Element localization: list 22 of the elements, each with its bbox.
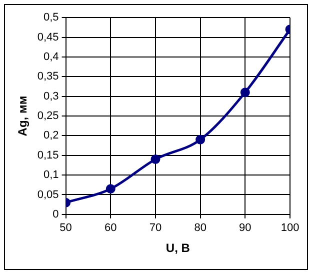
y-tick-label: 0,45 <box>37 31 59 44</box>
y-tick-label: 0,35 <box>37 70 59 83</box>
y-tick-label: 0,05 <box>37 188 59 201</box>
x-tick-label: 80 <box>194 222 206 234</box>
x-tick-label: 100 <box>280 222 300 234</box>
point <box>240 88 250 98</box>
point <box>196 134 206 144</box>
y-axis-title: Ag, мм <box>16 96 30 136</box>
y-tick-label: 0,1 <box>44 169 59 182</box>
y-tick-label: 0,25 <box>37 110 59 122</box>
point <box>150 154 160 164</box>
y-tick-label: 0,3 <box>44 90 59 102</box>
y-tick-label: 0,4 <box>44 50 59 63</box>
x-tick-label: 70 <box>149 222 162 234</box>
x-tick-label: 60 <box>104 222 117 234</box>
y-tick-label: 0 <box>52 208 59 220</box>
y-tick-label: 0,15 <box>37 149 59 162</box>
y-tick-label: 0,5 <box>44 12 59 24</box>
x-axis-title: U, В <box>166 241 190 256</box>
x-tick-label: 50 <box>60 222 72 234</box>
y-tick-label: 0,2 <box>44 130 59 142</box>
x-tick-label: 90 <box>239 222 252 234</box>
